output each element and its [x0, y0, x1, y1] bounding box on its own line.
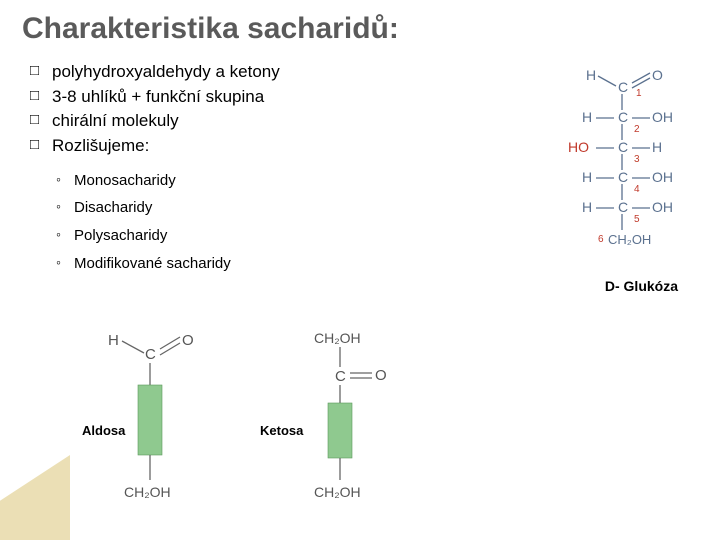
svg-text:H: H — [652, 139, 662, 155]
glucose-label: D- Glukóza — [605, 278, 678, 294]
svg-text:HO: HO — [568, 139, 589, 155]
svg-text:Aldosa: Aldosa — [82, 423, 126, 438]
svg-text:3: 3 — [634, 154, 640, 165]
svg-text:C: C — [335, 368, 346, 385]
svg-text:O: O — [182, 332, 194, 349]
svg-text:OH: OH — [652, 199, 673, 215]
svg-text:C: C — [145, 346, 156, 363]
svg-text:CH₂OH: CH₂OH — [314, 484, 361, 500]
svg-text:H: H — [582, 109, 592, 125]
svg-text:H: H — [108, 332, 119, 349]
svg-text:Ketosa: Ketosa — [260, 423, 304, 438]
svg-text:5: 5 — [634, 214, 640, 225]
svg-text:O: O — [375, 367, 387, 384]
svg-text:C: C — [618, 199, 628, 215]
svg-text:CH₂OH: CH₂OH — [608, 232, 651, 247]
page-title: Charakteristika sacharidů: — [0, 0, 720, 46]
svg-text:CH₂OH: CH₂OH — [314, 330, 361, 346]
glucose-structure-diagram: HCO1CHOH2CHOH3CHOH4CHOH5CH₂OH6 — [540, 58, 690, 273]
svg-text:1: 1 — [636, 88, 642, 99]
svg-text:4: 4 — [634, 184, 640, 195]
svg-text:H: H — [582, 169, 592, 185]
svg-text:2: 2 — [634, 124, 640, 135]
svg-text:OH: OH — [652, 169, 673, 185]
svg-text:H: H — [586, 67, 596, 83]
svg-text:O: O — [652, 67, 663, 83]
svg-text:C: C — [618, 109, 628, 125]
aldose-ketose-diagram: H C O CH₂OH Aldosa CH₂OH C O CH₂OH Ketosa — [70, 325, 450, 520]
decorative-wedge — [0, 455, 70, 540]
svg-text:C: C — [618, 139, 628, 155]
svg-text:C: C — [618, 169, 628, 185]
svg-text:CH₂OH: CH₂OH — [124, 484, 171, 500]
svg-text:6: 6 — [598, 234, 604, 245]
svg-text:C: C — [618, 79, 628, 95]
svg-text:H: H — [582, 199, 592, 215]
svg-text:OH: OH — [652, 109, 673, 125]
